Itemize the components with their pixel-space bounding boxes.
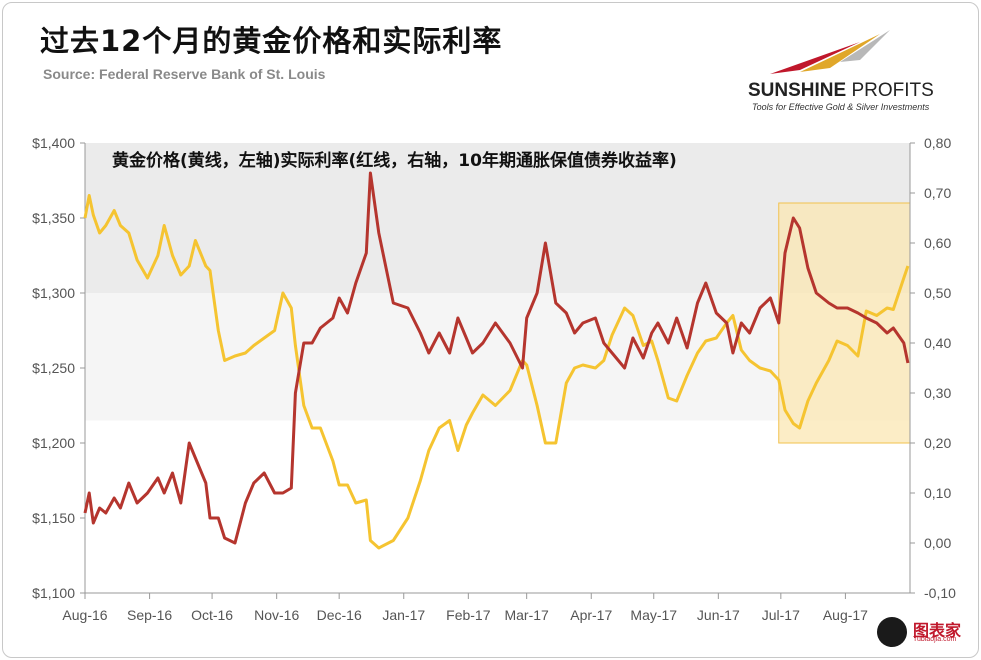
x-tick-label: Jun-17 (697, 607, 740, 623)
y-right-tick-label: 0,80 (924, 135, 951, 151)
chart-annotation: 黄金价格(黄线，左轴)实际利率(红线，右轴，10年期通胀保值债券收益率) (112, 150, 677, 171)
logo-tagline: Tools for Effective Gold & Silver Invest… (752, 102, 930, 112)
logo-swoosh-icon (770, 30, 890, 74)
y-right-tick-label: -0,10 (924, 585, 956, 601)
highlight-box (778, 202, 911, 444)
x-tick-label: Dec-16 (317, 607, 362, 623)
x-tick-label: Apr-17 (570, 607, 612, 623)
x-tick-label: May-17 (630, 607, 677, 623)
x-tick-label: Nov-16 (254, 607, 299, 623)
y-right-tick-label: 0,70 (924, 185, 951, 201)
y-left-tick-label: $1,100 (32, 585, 75, 601)
tubiaojia-watermark: 图表家 Tubiaojia.com (875, 615, 975, 651)
x-tick-label: Jul-17 (762, 607, 800, 623)
y-right-tick-label: 0,30 (924, 385, 951, 401)
x-tick-label: Sep-16 (127, 607, 172, 623)
sunshine-profits-logo: SUNSHINE PROFITS Tools for Effective Gol… (730, 22, 960, 112)
y-left-tick-label: $1,250 (32, 360, 75, 376)
y-right-tick-label: 0,10 (924, 485, 951, 501)
x-tick-label: Aug-17 (823, 607, 868, 623)
watermark-logo-icon (877, 617, 907, 647)
y-right-tick-label: 0,00 (924, 535, 951, 551)
gold-price-line (83, 194, 910, 550)
x-tick-label: Aug-16 (62, 607, 107, 623)
band-upper (85, 143, 910, 293)
x-tick-label: Mar-17 (504, 607, 549, 623)
y-right-tick-label: 0,60 (924, 235, 951, 251)
real-rate-line (83, 171, 910, 545)
y-right-tick-label: 0,40 (924, 335, 951, 351)
y-left-tick-label: $1,150 (32, 510, 75, 526)
chart-source: Source: Federal Reserve Bank of St. Loui… (43, 66, 326, 82)
chart-title: 过去12个月的黄金价格和实际利率 (40, 24, 503, 58)
x-tick-label: Jan-17 (382, 607, 425, 623)
watermark-name: 图表家 (913, 621, 962, 640)
x-tick-label: Oct-16 (191, 607, 233, 623)
y-left-tick-label: $1,200 (32, 435, 75, 451)
y-right-tick-label: 0,20 (924, 435, 951, 451)
y-left-tick-label: $1,350 (32, 210, 75, 226)
watermark-sub: Tubiaojia.com (913, 636, 957, 643)
y-left-tick-label: $1,300 (32, 285, 75, 301)
x-tick-label: Feb-17 (446, 607, 491, 623)
logo-name: SUNSHINE PROFITS (748, 80, 934, 101)
y-left-tick-label: $1,400 (32, 135, 75, 151)
y-right-tick-label: 0,50 (924, 285, 951, 301)
